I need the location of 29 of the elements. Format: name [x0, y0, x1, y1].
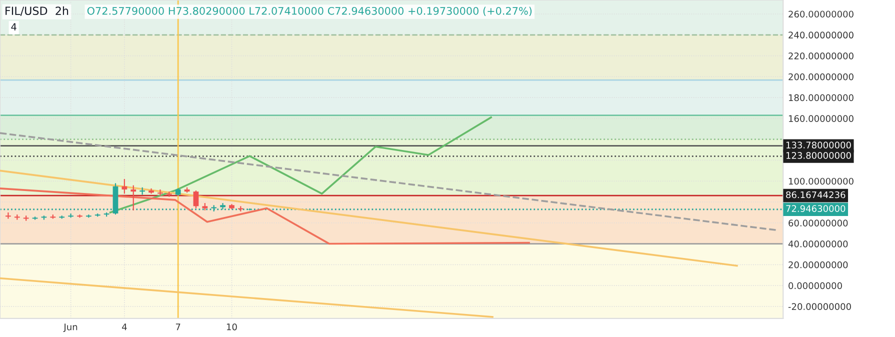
- ref-line-label: 133.78000000: [786, 142, 851, 148]
- y-tick-label: 100.00000000: [788, 178, 854, 185]
- ref-line-label: 72.94630000: [786, 205, 846, 212]
- candlestick: [193, 190, 199, 209]
- y-tick-label: 220.00000000: [788, 52, 854, 60]
- candlestick: [68, 212, 74, 218]
- text: FIL/USD 2h: [6, 6, 68, 16]
- x-tick-label: 4: [122, 324, 127, 330]
- y-tick-label: 200.00000000: [788, 73, 854, 80]
- y-tick-label: 0.00000000: [788, 282, 842, 290]
- y-tick-label: 20.00000000: [788, 261, 848, 268]
- ref-line-label: 123.80000000: [786, 152, 851, 159]
- x-tick-label: Jun: [63, 324, 78, 332]
- ref-line-label: 86.16744236: [786, 191, 846, 198]
- candlestick: [158, 188, 163, 196]
- y-tick-label: -20.00000000: [788, 303, 851, 310]
- y-tick-label: 180.00000000: [788, 94, 854, 102]
- annotation: O72.57790000 H73.80290000 L72.07410000 C72.94630000 +0.19730000 (+0.27%): [87, 6, 532, 16]
- x-tick-label: 10: [226, 323, 237, 330]
- annotation: 4: [11, 23, 16, 30]
- y-tick-label: 260.00000000: [788, 10, 854, 18]
- y-tick-label: 240.00000000: [788, 32, 854, 38]
- y-tick-label: 160.00000000: [788, 115, 854, 122]
- candlestick: [130, 184, 136, 211]
- y-tick-label: 40.00000000: [788, 240, 848, 248]
- x-tick-label: 7: [176, 324, 180, 330]
- y-tick-label: 60.00000000: [788, 220, 848, 226]
- candlestick: [6, 212, 11, 220]
- candlestick: [122, 178, 128, 194]
